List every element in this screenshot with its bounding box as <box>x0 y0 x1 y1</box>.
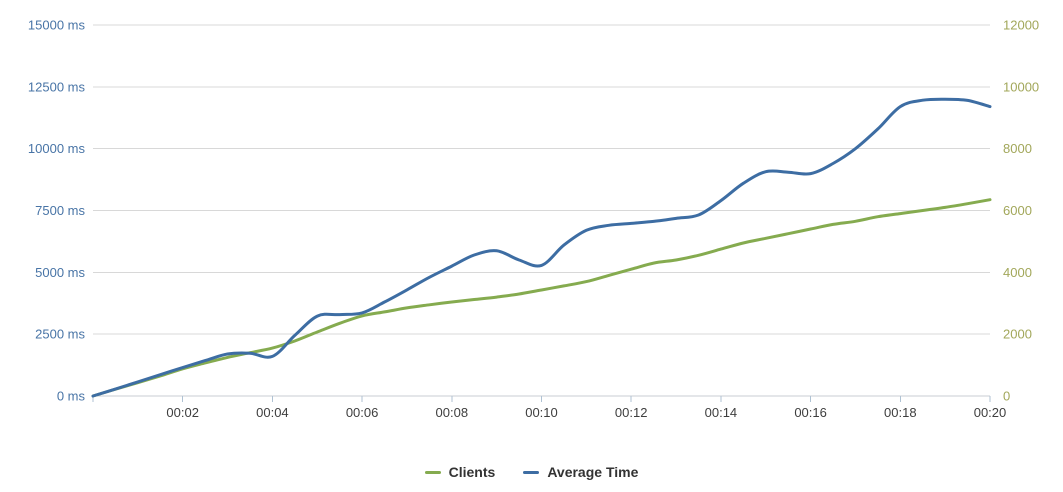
x-axis-label: 00:04 <box>256 405 289 420</box>
y-axis-right-label: 4000 <box>1003 265 1032 280</box>
y-axis-right-label: 2000 <box>1003 327 1032 342</box>
x-axis-label: 00:14 <box>705 405 738 420</box>
x-axis-label: 00:16 <box>794 405 827 420</box>
x-axis-label: 00:10 <box>525 405 558 420</box>
plot-area[interactable] <box>93 25 990 396</box>
x-axis-label: 00:18 <box>884 405 917 420</box>
x-axis-label: 00:08 <box>436 405 469 420</box>
y-axis-left-label: 15000 ms <box>28 18 86 33</box>
y-axis-left-label: 2500 ms <box>35 327 85 342</box>
y-axis-right-label: 12000 <box>1003 18 1039 33</box>
x-axis-label: 00:02 <box>166 405 199 420</box>
y-axis-left-label: 10000 ms <box>28 141 86 156</box>
y-axis-right-label: 6000 <box>1003 203 1032 218</box>
legend-item-average-time[interactable]: Average Time <box>523 464 638 480</box>
x-axis-label: 00:12 <box>615 405 648 420</box>
legend-label-average-time: Average Time <box>547 464 639 480</box>
average-time-line-swatch <box>523 470 540 474</box>
legend-label-clients: Clients <box>448 464 496 480</box>
y-axis-left-label: 5000 ms <box>35 265 85 280</box>
y-axis-right-label: 10000 <box>1003 79 1039 94</box>
legend: Clients Average Time <box>0 464 1063 480</box>
legend-item-clients[interactable]: Clients <box>424 464 496 480</box>
y-axis-right-label: 8000 <box>1003 141 1032 156</box>
average-time-line[interactable] <box>91 97 992 398</box>
y-axis-right-label: 0 <box>1003 389 1010 404</box>
clients-line-swatch <box>424 470 441 474</box>
y-axis-left-label: 0 ms <box>57 389 86 404</box>
y-axis-left-label: 12500 ms <box>28 79 86 94</box>
y-axis-left-label: 7500 ms <box>35 203 85 218</box>
x-axis-label: 00:06 <box>346 405 379 420</box>
x-axis-label: 00:20 <box>974 405 1007 420</box>
